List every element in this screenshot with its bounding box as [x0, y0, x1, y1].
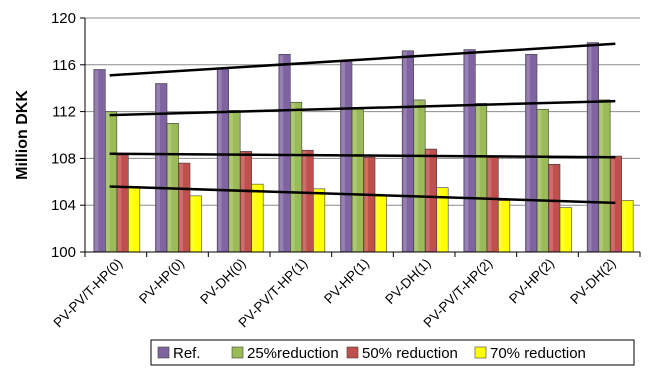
- legend-swatch: [474, 346, 487, 359]
- legend-box: [150, 339, 635, 366]
- legend-label: 50% reduction: [362, 345, 458, 362]
- bar-highlight: [341, 62, 345, 251]
- x-tick-label: PV-DH(1): [382, 256, 433, 307]
- bar-highlight: [414, 100, 419, 252]
- bar-highlight: [588, 43, 592, 251]
- trendline-2: [109, 152, 616, 159]
- bar-highlight: [129, 187, 133, 251]
- x-tick-label: PV-DH(2): [567, 256, 618, 307]
- y-axis-ticks: 100 104 108 112 116 120: [51, 10, 85, 261]
- bar-highlight: [241, 152, 245, 251]
- y-tick-label: 120: [51, 10, 76, 27]
- y-tick-label: 116: [52, 57, 76, 74]
- legend-swatch: [157, 346, 170, 359]
- legend-label: Ref.: [173, 345, 201, 362]
- bar-highlight: [426, 150, 430, 251]
- y-axis-label: Million DKK: [14, 90, 31, 180]
- x-tick-label: PV-PV/T-HP(0): [51, 256, 126, 331]
- trendline-3: [109, 185, 616, 205]
- bar-highlight: [218, 69, 222, 251]
- bar-highlight: [94, 70, 99, 251]
- bar-highlight: [476, 104, 480, 251]
- bar-highlight: [464, 50, 469, 252]
- bar-highlight: [622, 201, 627, 251]
- x-axis-ticks: PV-PV/T-HP(0) PV-HP(0) PV-DH(0)PV-PV/T-HP(…: [51, 256, 619, 331]
- bar-highlight: [191, 196, 195, 251]
- bar-highlight: [499, 201, 503, 251]
- y-tick-label: 112: [52, 104, 76, 121]
- bar-highlight: [599, 100, 604, 252]
- y-tick-label: 108: [51, 150, 76, 167]
- legend-swatch: [346, 346, 359, 359]
- bar-highlight: [526, 55, 530, 251]
- bar-highlight: [314, 189, 318, 251]
- bar-highlight: [229, 111, 234, 252]
- legend-label: 70% reduction: [490, 345, 586, 362]
- bar-highlight: [252, 185, 257, 251]
- bar-highlight: [156, 84, 160, 252]
- legend-label: 25%reduction: [247, 345, 339, 362]
- bar-highlight: [179, 164, 183, 251]
- legend: Ref. 25%reduction 50% reduction 70% reducti…: [150, 339, 635, 366]
- bars: [93, 42, 634, 253]
- trendline-0: [109, 42, 616, 77]
- bar-highlight: [106, 112, 110, 251]
- bar-highlight: [437, 188, 442, 251]
- x-tick-label: PV-HP(0): [136, 256, 187, 307]
- bar-highlight: [561, 208, 565, 251]
- y-tick-label: 104: [51, 197, 76, 214]
- x-tick-label: PV-DH(0): [197, 256, 248, 307]
- bar-highlight: [364, 158, 368, 251]
- bar-highlight: [291, 103, 295, 252]
- bar-highlight: [538, 110, 542, 251]
- bar-highlight: [117, 155, 122, 251]
- x-tick-label: PV-HP(1): [321, 256, 372, 307]
- bar-highlight: [376, 196, 380, 251]
- bar-highlight: [353, 110, 357, 251]
- bar-highlight: [549, 165, 553, 251]
- trendlines: [109, 42, 616, 205]
- axes: [84, 18, 641, 257]
- x-tick-label: PV-HP(2): [506, 256, 557, 307]
- bar-highlight: [279, 55, 284, 251]
- trendline-1: [109, 99, 616, 117]
- bar-highlight: [487, 158, 492, 251]
- bar-highlight: [302, 151, 307, 251]
- y-tick-label: 100: [51, 244, 76, 261]
- bar-highlight: [403, 51, 407, 252]
- legend-swatch: [231, 346, 244, 359]
